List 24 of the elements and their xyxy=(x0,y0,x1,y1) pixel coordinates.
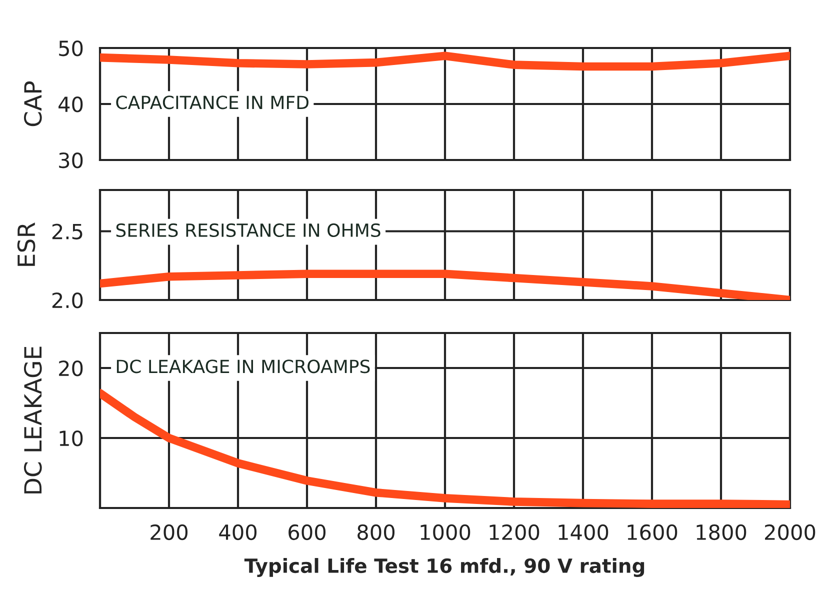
x-tick-label: 200 xyxy=(150,524,188,540)
x-tick-label: 1600 xyxy=(628,524,678,540)
y-axis-title: DC LEAKAGE xyxy=(24,346,42,494)
x-axis-title: Typical Life Test 16 mfd., 90 V rating xyxy=(244,558,644,577)
y-tick-label: 30 xyxy=(59,152,83,168)
x-tick-label: 400 xyxy=(219,524,256,540)
y-axis-title: CAP xyxy=(24,81,42,126)
x-tick-label: 1800 xyxy=(696,524,746,540)
annotation: SERIES RESISTANCE IN OHMS xyxy=(116,223,380,238)
x-tick-label: 1200 xyxy=(490,524,540,540)
y-tick-label: 50 xyxy=(59,40,83,56)
annotation: DC LEAKAGE IN MICROAMPS xyxy=(116,360,370,374)
annotation: CAPACITANCE IN MFD xyxy=(116,96,308,110)
y-axis-title: ESR xyxy=(17,222,36,266)
y-tick-label: 2.0 xyxy=(52,292,83,308)
x-tick-label: 1400 xyxy=(558,524,608,540)
x-tick-label: 800 xyxy=(358,524,394,540)
y-tick-label: 2.5 xyxy=(52,224,82,240)
y-tick-label: 10 xyxy=(60,430,83,446)
y-tick-label: 20 xyxy=(59,360,83,376)
x-tick-label: 600 xyxy=(288,524,326,540)
x-tick-label: 2000 xyxy=(765,524,816,540)
y-tick-label: 40 xyxy=(58,96,83,112)
x-tick-label: 1000 xyxy=(420,524,470,540)
